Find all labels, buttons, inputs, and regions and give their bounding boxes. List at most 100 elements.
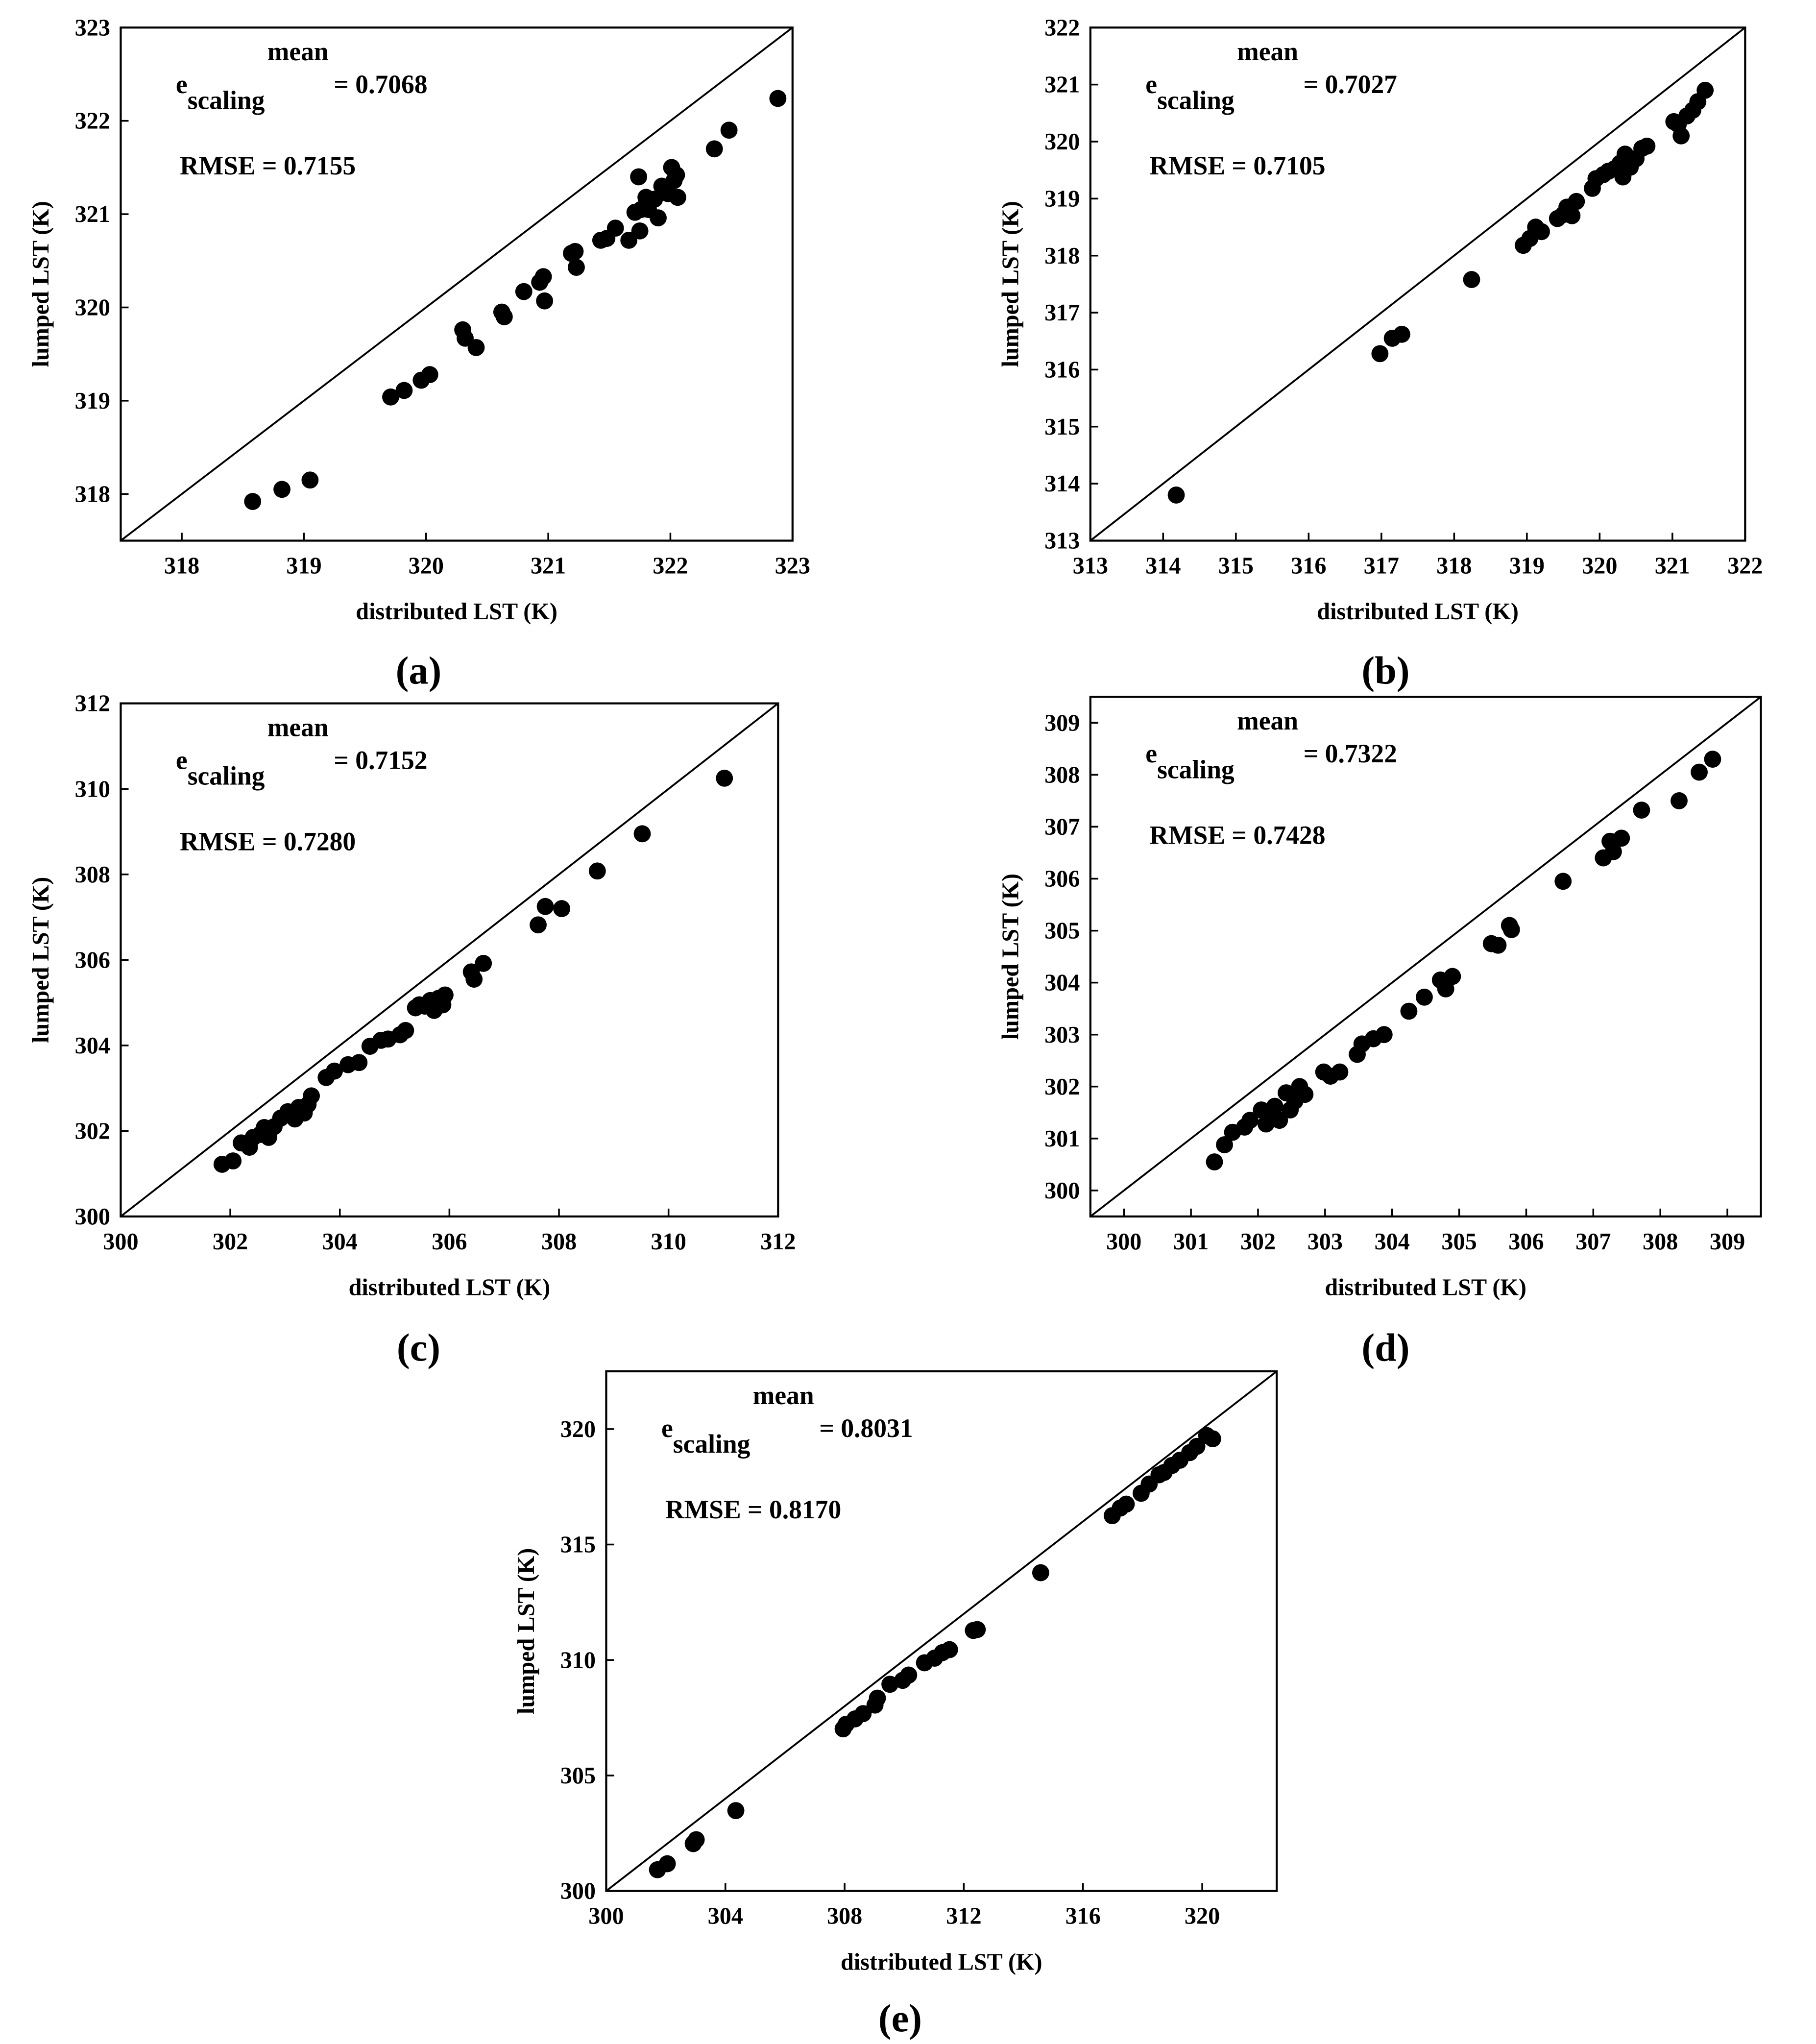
- chart-b-x-tick-label: 319: [1509, 553, 1545, 579]
- chart-b-data-point: [1167, 487, 1185, 504]
- chart-d-x-tick-label: 303: [1308, 1229, 1343, 1255]
- chart-b-panel-label: (b): [1361, 649, 1409, 692]
- chart-d-y-tick-label: 301: [1044, 1126, 1080, 1152]
- chart-c-data-point: [475, 954, 492, 972]
- chart-c-y-tick-label: 312: [75, 691, 110, 717]
- chart-a-data-point: [301, 471, 319, 489]
- chart-b-y-tick-label: 319: [1044, 186, 1080, 212]
- chart-d-data-point: [1266, 1097, 1283, 1115]
- chart-c-data-point: [465, 971, 483, 988]
- chart-a-x-axis-label: distributed LST (K): [356, 599, 557, 625]
- panel-d: 300 301 302 303 304 305 306 307 308 309 300 301 302 3…: [997, 696, 1762, 1370]
- chart-d-y-tick-label: 306: [1044, 866, 1080, 892]
- chart-d-y-tick-label: 309: [1044, 710, 1080, 736]
- chart-a-data-point: [421, 366, 438, 384]
- chart-c-data-point: [716, 769, 733, 787]
- chart-b-y-tick-label: 316: [1044, 357, 1080, 383]
- chart-e-data-point: [854, 1705, 872, 1723]
- chart-e-data-point: [687, 1831, 705, 1849]
- chart-b-data-point: [1638, 137, 1656, 155]
- chart-b-x-tick-label: 313: [1073, 553, 1108, 579]
- chart-e-escaling-annotation: escalingmean= 0.8031: [661, 1381, 913, 1459]
- chart-e-rmse-annotation: RMSE = 0.8170: [665, 1495, 841, 1524]
- chart-c-x-tick-label: 304: [322, 1229, 358, 1255]
- chart-c-y-tick-label: 304: [75, 1033, 110, 1059]
- chart-c-x-axis-label: distributed LST (K): [349, 1275, 551, 1301]
- chart-b-data-point: [1696, 81, 1714, 99]
- chart-e-data-point: [658, 1855, 676, 1873]
- chart-c-x-tick-label: 302: [213, 1229, 248, 1255]
- chart-d-data-point: [1271, 1112, 1288, 1129]
- chart-d-x-tick-label: 306: [1508, 1229, 1544, 1255]
- chart-a-data-point: [630, 168, 648, 186]
- chart-c-panel-label: (c): [397, 1326, 440, 1370]
- chart-e-x-tick-label: 300: [588, 1903, 624, 1929]
- chart-d-x-tick-label: 309: [1710, 1229, 1745, 1255]
- chart-d-data-point: [1604, 843, 1622, 860]
- chart-b-y-tick-label: 320: [1044, 129, 1080, 155]
- chart-c-data-point: [536, 898, 554, 915]
- chart-a-data-point: [650, 209, 667, 227]
- chart-e-x-tick-label: 312: [946, 1903, 981, 1929]
- chart-d-data-point: [1216, 1136, 1233, 1153]
- chart-d-y-tick-label: 302: [1044, 1074, 1080, 1100]
- chart-d-y-tick-label: 300: [1044, 1178, 1080, 1204]
- chart-e-panel-label: (e): [878, 1996, 922, 2040]
- chart-d-y-tick-label: 305: [1044, 918, 1080, 944]
- chart-d-x-tick-label: 300: [1106, 1229, 1141, 1255]
- chart-c-data-point: [326, 1062, 343, 1080]
- chart-c-y-tick-label: 308: [75, 862, 110, 888]
- chart-e-data-point: [969, 1621, 986, 1638]
- chart-b-x-tick-label: 318: [1436, 553, 1472, 579]
- chart-d-y-tick-label: 304: [1044, 970, 1080, 996]
- chart-a-x-tick-label: 321: [531, 553, 566, 579]
- chart-a-data-point: [467, 339, 485, 356]
- chart-b-data-point: [1568, 193, 1585, 210]
- chart-a-data-point: [566, 243, 584, 260]
- chart-e-data-point: [1204, 1430, 1221, 1448]
- chart-b-data-point: [1463, 271, 1480, 288]
- chart-b-x-tick-label: 317: [1364, 553, 1399, 579]
- chart-b-x-axis-label: distributed LST (K): [1317, 599, 1519, 625]
- chart-b-plot-frame: [1089, 26, 1746, 542]
- chart-c-data-point: [350, 1054, 368, 1071]
- chart-d-x-axis-label: distributed LST (K): [1325, 1275, 1526, 1301]
- chart-e-data-point: [1117, 1495, 1135, 1513]
- chart-a-rmse-annotation: RMSE = 0.7155: [180, 151, 356, 180]
- chart-b-y-tick-label: 321: [1044, 72, 1080, 98]
- chart-b-data-point: [1563, 207, 1581, 224]
- chart-b-x-tick-label: 322: [1727, 553, 1763, 579]
- chart-a-y-tick-label: 319: [75, 388, 110, 414]
- chart-d-data-point: [1241, 1112, 1259, 1129]
- chart-d-data-point: [1671, 792, 1688, 809]
- chart-a-y-tick-label: 318: [75, 481, 110, 507]
- chart-e-data-point: [727, 1802, 745, 1820]
- chart-d-data-point: [1331, 1063, 1349, 1081]
- chart-d-y-axis-label: lumped LST (K): [997, 874, 1023, 1040]
- chart-b-y-tick-label: 315: [1044, 414, 1080, 440]
- chart-e-y-tick-label: 320: [560, 1416, 596, 1442]
- chart-e-x-tick-label: 304: [708, 1903, 743, 1929]
- chart-a-panel-label: (a): [396, 649, 442, 692]
- chart-c-y-axis-label: lumped LST (K): [28, 877, 54, 1043]
- chart-b-y-axis-label: lumped LST (K): [997, 201, 1023, 367]
- chart-a-data-point: [668, 166, 685, 184]
- chart-d-data-point: [1633, 802, 1650, 819]
- chart-e-y-tick-label: 310: [560, 1647, 596, 1673]
- chart-a-plot-frame: [120, 26, 794, 542]
- chart-a-x-tick-label: 322: [653, 553, 688, 579]
- chart-a-x-tick-label: 319: [286, 553, 321, 579]
- chart-e-plot-frame: [605, 1370, 1278, 1892]
- chart-b-y-tick-label: 322: [1044, 15, 1080, 41]
- chart-e-data-point: [869, 1689, 886, 1707]
- chart-a-y-tick-label: 320: [75, 295, 110, 321]
- chart-d-y-tick-label: 303: [1044, 1022, 1080, 1048]
- chart-c-data-point: [436, 986, 454, 1004]
- chart-c-data-point: [224, 1152, 242, 1169]
- chart-d-x-tick-label: 308: [1643, 1229, 1678, 1255]
- chart-c-data-point: [303, 1087, 320, 1105]
- chart-c-x-tick-label: 306: [432, 1229, 467, 1255]
- chart-c-data-point: [530, 916, 547, 934]
- chart-c-y-tick-label: 302: [75, 1118, 110, 1144]
- chart-a-data-point: [273, 481, 291, 498]
